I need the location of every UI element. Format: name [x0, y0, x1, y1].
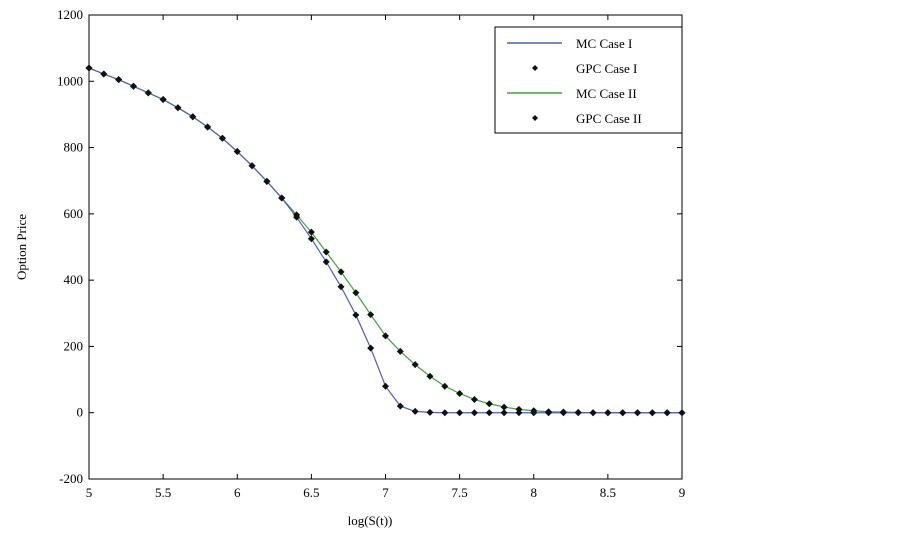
y-tick-label: 800	[64, 140, 84, 155]
data-point-marker	[485, 409, 493, 417]
data-point-marker	[545, 408, 553, 416]
data-point-marker	[426, 408, 434, 416]
data-point-marker	[174, 104, 182, 112]
data-point-marker	[367, 311, 375, 319]
legend-marker-swatch	[532, 65, 538, 71]
data-point-marker	[352, 311, 360, 319]
data-point-marker	[411, 361, 419, 369]
data-point-marker	[619, 409, 627, 417]
legend: MC Case I GPC Case I MC Case II GPC Case II	[494, 26, 683, 134]
data-point-marker	[248, 162, 256, 170]
y-tick-label: -200	[59, 471, 83, 486]
data-point-marker	[367, 344, 375, 352]
y-tick-label: 0	[77, 405, 84, 420]
x-tick-label: 5	[86, 485, 93, 500]
data-point-marker	[559, 408, 567, 416]
data-point-marker	[470, 409, 478, 417]
data-point-marker	[663, 409, 671, 417]
data-point-marker	[456, 389, 464, 397]
data-point-marker	[396, 402, 404, 410]
y-tick-label: 400	[64, 272, 84, 287]
data-point-marker	[678, 409, 686, 417]
data-point-marker	[233, 148, 241, 156]
data-point-marker	[307, 235, 315, 243]
data-point-marker	[263, 177, 271, 185]
data-point-marker	[129, 82, 137, 90]
data-point-marker	[441, 382, 449, 390]
data-point-marker	[648, 409, 656, 417]
data-point-marker	[337, 283, 345, 291]
data-point-marker	[411, 407, 419, 415]
x-axis-label: log(S(t))	[348, 513, 393, 528]
data-point-marker	[85, 64, 93, 72]
legend-box	[494, 26, 683, 134]
data-point-marker	[396, 347, 404, 355]
data-point-marker	[382, 332, 389, 340]
y-tick-label: 1200	[57, 7, 83, 22]
data-point-marker	[159, 96, 167, 104]
data-point-marker	[589, 409, 597, 417]
x-tick-label: 8.5	[600, 485, 616, 500]
data-point-marker	[634, 409, 642, 417]
data-point-marker	[470, 395, 478, 403]
data-point-marker	[604, 409, 612, 417]
x-tick-label: 6.5	[303, 485, 319, 500]
data-point-marker	[293, 211, 301, 219]
data-point-marker	[144, 89, 152, 97]
data-point-marker	[337, 268, 345, 276]
data-point-marker	[218, 134, 226, 142]
x-tick-label: 8	[531, 485, 538, 500]
legend-label: MC Case II	[576, 86, 637, 101]
data-point-marker	[322, 248, 330, 256]
data-point-marker	[189, 113, 197, 121]
x-tick-label: 6	[234, 485, 241, 500]
y-tick-label: 600	[64, 206, 84, 221]
data-point-marker	[352, 289, 360, 297]
x-tick-label: 5.5	[155, 485, 171, 500]
data-point-marker	[500, 409, 508, 417]
data-point-marker	[100, 70, 108, 78]
data-point-marker	[322, 258, 330, 266]
data-point-marker	[456, 409, 464, 417]
data-point-marker	[382, 382, 389, 390]
data-point-marker	[500, 403, 508, 411]
data-point-marker	[115, 76, 123, 84]
legend-marker-swatch	[532, 115, 538, 121]
data-point-marker	[307, 228, 315, 236]
x-tick-label: 9	[679, 485, 686, 500]
data-point-marker	[441, 409, 449, 417]
data-point-marker	[204, 123, 212, 131]
y-tick-label: 200	[64, 338, 84, 353]
x-tick-label: 7	[382, 485, 389, 500]
legend-label: MC Case I	[576, 36, 632, 51]
data-point-marker	[426, 372, 434, 380]
data-point-marker	[574, 408, 582, 416]
y-axis-label: Option Price	[14, 214, 29, 280]
legend-label: GPC Case I	[576, 61, 637, 76]
data-point-marker	[515, 405, 523, 413]
data-point-marker	[278, 194, 286, 202]
legend-label: GPC Case II	[576, 111, 642, 126]
y-tick-label: 1000	[57, 73, 83, 88]
x-tick-label: 7.5	[452, 485, 468, 500]
data-point-marker	[485, 400, 493, 408]
data-point-marker	[530, 407, 538, 415]
